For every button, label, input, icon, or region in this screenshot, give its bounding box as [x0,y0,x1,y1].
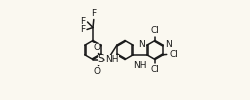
Text: Cl: Cl [150,65,160,74]
Text: NH: NH [133,61,147,70]
Text: F: F [80,17,86,26]
Text: F: F [80,25,85,34]
Text: N: N [166,40,172,49]
Text: NH: NH [105,55,119,64]
Text: Cl: Cl [169,50,178,59]
Text: N: N [138,40,144,49]
Text: O: O [93,67,100,76]
Text: F: F [92,9,96,18]
Text: S: S [98,55,104,64]
Text: Cl: Cl [150,26,160,35]
Text: O: O [93,43,100,52]
